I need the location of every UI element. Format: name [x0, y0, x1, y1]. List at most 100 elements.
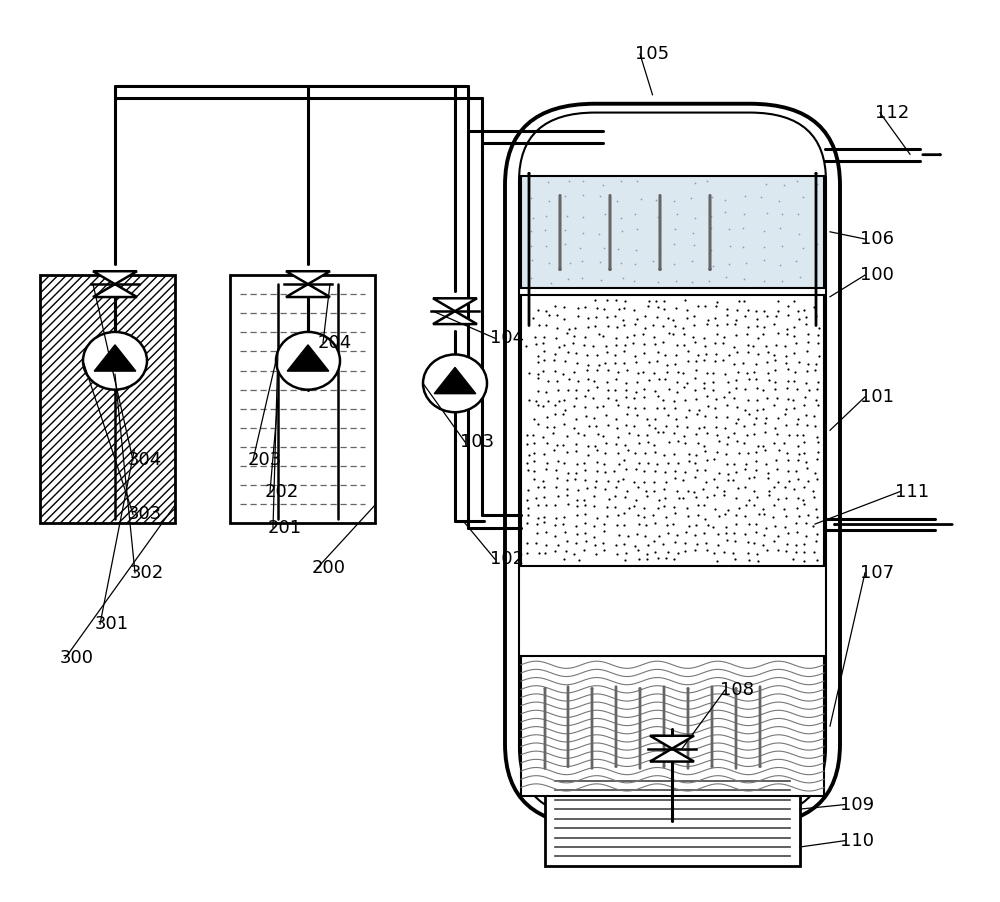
Point — [768, 309, 784, 324]
Point — [709, 318, 725, 333]
Point — [790, 472, 806, 486]
Point — [696, 331, 712, 345]
Point — [596, 517, 612, 531]
Point — [557, 354, 573, 368]
Point — [555, 367, 571, 382]
Point — [575, 189, 591, 203]
Point — [586, 373, 602, 388]
Point — [639, 552, 655, 566]
Point — [627, 348, 643, 363]
Point — [780, 526, 796, 540]
Point — [699, 317, 715, 331]
Point — [528, 491, 544, 505]
Point — [791, 312, 807, 327]
Point — [576, 492, 592, 507]
Point — [690, 498, 706, 512]
Point — [613, 210, 629, 225]
Point — [728, 327, 744, 342]
Point — [668, 273, 684, 288]
Point — [671, 491, 687, 505]
Point — [520, 464, 536, 478]
Point — [656, 482, 672, 496]
Point — [799, 344, 815, 358]
Point — [808, 308, 824, 323]
Point — [638, 518, 654, 532]
Point — [690, 508, 706, 522]
Point — [727, 317, 743, 331]
Point — [636, 474, 652, 489]
Point — [669, 419, 685, 433]
Point — [677, 465, 693, 479]
Point — [696, 439, 712, 454]
Point — [599, 375, 615, 390]
Point — [736, 294, 752, 308]
Text: 104: 104 — [490, 329, 524, 347]
Point — [708, 346, 724, 361]
Point — [806, 490, 822, 504]
Point — [568, 536, 584, 550]
Point — [748, 445, 764, 459]
Point — [649, 401, 665, 416]
Point — [808, 534, 824, 548]
Point — [538, 462, 554, 476]
Point — [619, 363, 635, 377]
Point — [685, 226, 701, 241]
Point — [786, 400, 802, 415]
Point — [559, 428, 575, 443]
Text: 301: 301 — [95, 615, 129, 633]
Point — [701, 273, 717, 288]
Point — [720, 502, 736, 517]
Point — [721, 347, 737, 362]
Point — [615, 471, 631, 485]
Polygon shape — [286, 284, 330, 297]
Point — [570, 373, 586, 388]
Point — [790, 304, 806, 318]
Point — [561, 321, 577, 336]
Point — [547, 518, 563, 532]
Point — [767, 421, 783, 436]
Point — [788, 336, 804, 350]
Point — [559, 209, 575, 224]
Point — [735, 221, 751, 235]
Point — [523, 238, 539, 253]
Point — [810, 435, 826, 449]
Point — [576, 428, 592, 443]
Point — [789, 501, 805, 515]
Point — [610, 474, 626, 489]
Point — [795, 189, 811, 204]
Point — [788, 516, 804, 530]
Point — [770, 326, 786, 340]
Point — [656, 302, 672, 317]
Point — [608, 538, 624, 552]
Point — [611, 528, 627, 542]
Point — [630, 480, 646, 494]
Point — [524, 253, 540, 268]
Point — [736, 437, 752, 451]
Point — [560, 497, 576, 511]
Point — [541, 308, 557, 322]
Point — [766, 398, 782, 412]
Point — [589, 443, 605, 457]
Point — [618, 390, 634, 404]
Point — [608, 393, 624, 408]
Point — [696, 375, 712, 390]
Point — [540, 393, 556, 408]
Point — [666, 446, 682, 461]
Point — [538, 318, 554, 333]
Point — [800, 474, 816, 488]
Point — [809, 553, 825, 567]
Point — [795, 241, 811, 255]
Point — [540, 374, 556, 389]
Point — [568, 519, 584, 533]
Point — [525, 210, 541, 225]
Point — [629, 174, 645, 189]
Point — [657, 372, 673, 386]
Point — [726, 526, 742, 540]
Point — [618, 382, 634, 397]
Point — [667, 401, 683, 416]
Point — [759, 206, 775, 220]
Point — [569, 527, 585, 541]
Point — [741, 372, 757, 386]
Point — [523, 271, 539, 285]
Point — [640, 456, 656, 470]
